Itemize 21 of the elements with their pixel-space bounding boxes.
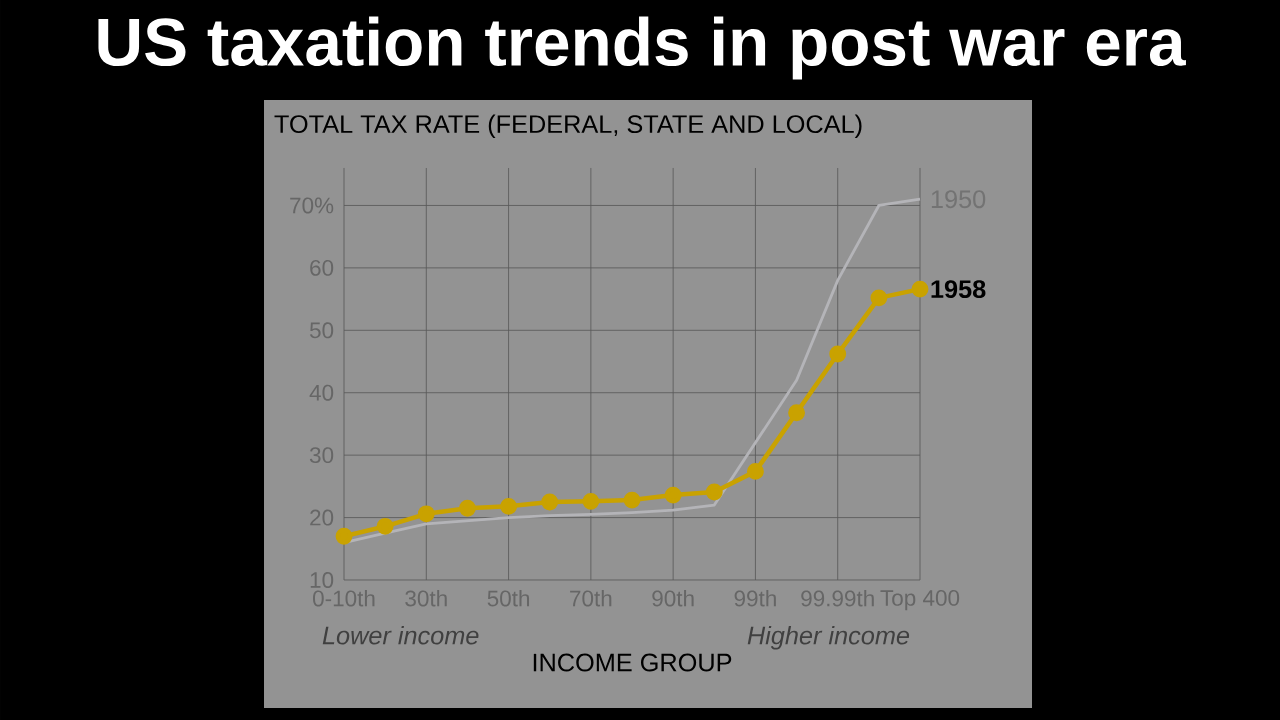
point (541, 493, 559, 511)
series-label: 1958 (931, 280, 986, 299)
chart-title: US taxation trends in post war era (98, 16, 1186, 80)
point (376, 517, 394, 535)
point (582, 492, 600, 510)
point (664, 486, 682, 504)
point (829, 345, 847, 363)
point (705, 483, 723, 501)
point (500, 497, 518, 515)
point (911, 280, 929, 298)
point (788, 404, 806, 422)
x-axis-title: INCOME GROUP (533, 653, 732, 672)
point (870, 289, 888, 307)
text: Higher income (747, 625, 910, 650)
point (747, 462, 764, 480)
point (335, 527, 353, 545)
point (623, 491, 641, 509)
point (417, 505, 435, 523)
text: Lower income (322, 625, 479, 645)
y-axis-title: TOTAL TAX RATE (FEDERAL, STATE AND LOCAL) (274, 114, 862, 139)
point (459, 499, 476, 517)
